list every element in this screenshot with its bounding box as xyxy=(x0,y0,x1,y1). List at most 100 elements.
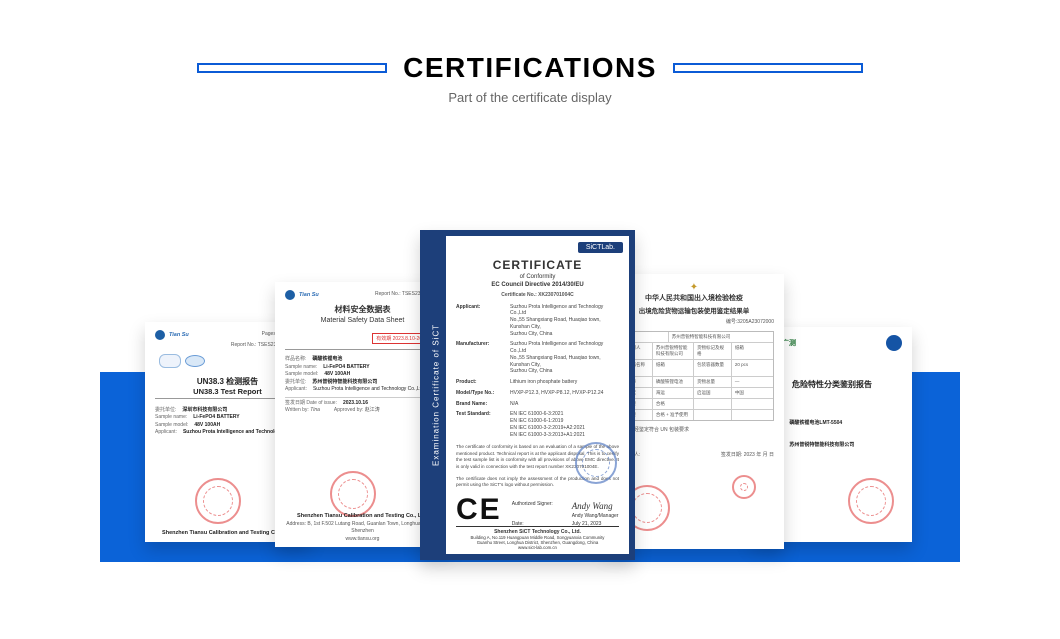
table-cell: 合格 + 准予使用 xyxy=(653,410,694,420)
table-cell: 货物总量 xyxy=(694,377,732,387)
table-cell xyxy=(732,399,773,409)
cert-sub: of Conformity xyxy=(456,274,619,280)
table-cell: 包装容器数量 xyxy=(694,360,732,376)
foot-addr: Building A, No.119 Huangpuan Middle Road… xyxy=(446,535,629,545)
decor-bar-right xyxy=(673,63,863,73)
sidebar-label: Examination Certificate of SiCT xyxy=(426,236,446,554)
title-2: 出境危险货物运输包装使用鉴定结果单 xyxy=(614,305,774,315)
label: Written by: xyxy=(285,407,309,413)
label: Manufacturer: xyxy=(456,341,504,375)
label: 签发日期: xyxy=(721,452,742,458)
label: Authorized Signer: xyxy=(512,501,572,511)
label: 委托单位: xyxy=(155,407,176,415)
table-cell: 纸箱 xyxy=(732,343,773,359)
value: Suzhou Prota Intelligence and Technology… xyxy=(510,304,619,338)
label: Applicant: xyxy=(155,429,177,437)
label: 签发日期 Date of issue: xyxy=(285,400,337,408)
value: 48V 100AH xyxy=(324,371,350,379)
label: Product: xyxy=(456,379,504,386)
signature: Andy Wang xyxy=(572,501,613,511)
value: 苏州普锐特智能科技有限公司 xyxy=(312,379,377,387)
label: Report No.: xyxy=(375,291,401,297)
signature: Tina xyxy=(310,407,320,413)
label: Sample name: xyxy=(285,364,317,372)
label: 编号: xyxy=(726,319,737,325)
label: Model/Type No.: xyxy=(456,390,504,397)
label: Sample model: xyxy=(285,371,318,379)
value: Lithium iron phosphate battery xyxy=(510,379,577,386)
certificate-ce: Examination Certificate of SiCT SiCTLab.… xyxy=(420,230,635,560)
cert-title: CERTIFICATE xyxy=(456,258,619,272)
foot-web: www.sict-lab.com.cn xyxy=(446,545,629,550)
lab-tag: SiCTLab. xyxy=(578,242,623,253)
label: Approved by: xyxy=(334,407,363,413)
value: HVXP-P12.3, HVXP-P8.12, HVXP-P12.24 xyxy=(510,390,603,397)
decor-bar-left xyxy=(197,63,387,73)
label: Sample model: xyxy=(155,422,188,430)
logo-icon xyxy=(285,290,295,300)
page-title: CERTIFICATIONS xyxy=(403,52,657,84)
title-1: 中华人民共和国出入境检验检疫 xyxy=(614,293,774,303)
table-cell xyxy=(694,399,732,409)
value: XK230701004C xyxy=(538,292,574,298)
label: 样品名称: xyxy=(285,356,306,364)
value: 3205A23072000 xyxy=(737,319,774,325)
brand: Tian Su xyxy=(299,292,319,298)
page-subtitle: Part of the certificate display xyxy=(0,90,1060,105)
label: Applicant: xyxy=(456,304,504,338)
ce-mark: CE xyxy=(456,493,502,527)
table-cell: 启运国 xyxy=(694,388,732,398)
table-cell: — xyxy=(732,377,773,387)
value: 苏州普锐特智能科技有限公司 xyxy=(789,442,854,450)
value: N/A xyxy=(510,401,518,408)
signature: 赵江涛 xyxy=(365,408,380,413)
value: Andy Wang/Manager xyxy=(572,513,619,519)
logo-icon xyxy=(155,330,165,340)
badge-icon xyxy=(159,354,181,368)
table-cell: 20 pcs xyxy=(732,360,773,376)
value: 深圳市科技有限公司 xyxy=(182,407,227,415)
value: Suzhou Prota Intelligence and Technology… xyxy=(510,341,619,375)
value: 磷酸铁锂电池LMT-5504 xyxy=(789,420,842,428)
label: Applicant: xyxy=(285,386,307,394)
table-cell: 合格 xyxy=(653,399,694,409)
stamp-icon xyxy=(732,475,756,499)
brand: Tian Su xyxy=(169,332,189,338)
seal-icon xyxy=(575,442,617,484)
value: 2023.10.16 xyxy=(343,400,368,408)
stamp-icon xyxy=(848,478,894,524)
label: Certificate No.: xyxy=(501,292,537,298)
table-cell: 货物标记及规格 xyxy=(694,343,732,359)
badge-icon xyxy=(185,355,205,367)
emblem-icon: ✦ xyxy=(690,282,698,293)
title-en: Material Safety Data Sheet xyxy=(285,317,440,324)
cert-directive: EC Council Directive 2014/30/EU xyxy=(456,282,619,288)
value: Li-FePO4 BATTERY xyxy=(193,414,239,422)
result-line: 以上货物经鉴定符合 UN 包装要求 xyxy=(614,427,774,435)
table-cell: 纸箱 xyxy=(653,360,694,376)
stamp-icon xyxy=(195,478,241,524)
label: 委托单位: xyxy=(285,379,306,387)
data-table: 申请人苏州普锐特智能科技有限公司包装使用人苏州普锐特智能科技有限公司货物标记及规… xyxy=(614,331,774,421)
table-cell: 中国 xyxy=(732,388,773,398)
value: Li-FePO4 BATTERY xyxy=(323,364,369,372)
certificate-stage: Tian Su Pages 1-1 Pages Report No.: TSES… xyxy=(0,222,1060,582)
table-cell xyxy=(694,410,732,420)
label: Sample name: xyxy=(155,414,187,422)
value: 2023 年 月 日 xyxy=(744,452,774,458)
stamp-icon xyxy=(330,471,376,517)
label: Test Standard: xyxy=(456,411,504,438)
table-cell xyxy=(732,410,773,420)
table-cell: 苏州普锐特智能科技有限公司 xyxy=(669,332,773,342)
title-zh: 材料安全数据表 xyxy=(285,304,440,315)
logo-icon xyxy=(886,335,902,351)
label: Brand Name: xyxy=(456,401,504,408)
table-cell: 磷酸铁锂电池 xyxy=(653,377,694,387)
table-cell: 苏州普锐特智能科技有限公司 xyxy=(653,343,694,359)
label: Report No.: xyxy=(231,342,257,348)
table-cell: 海运 xyxy=(653,388,694,398)
value: 48V 100AH xyxy=(194,422,220,430)
value: EN IEC 61000-6-3:2021 EN IEC 61000-6-1:2… xyxy=(510,411,585,438)
value: 磷酸铁锂电池 xyxy=(312,356,342,364)
value: Suzhou Prota Intelligence and Technology… xyxy=(313,386,424,394)
